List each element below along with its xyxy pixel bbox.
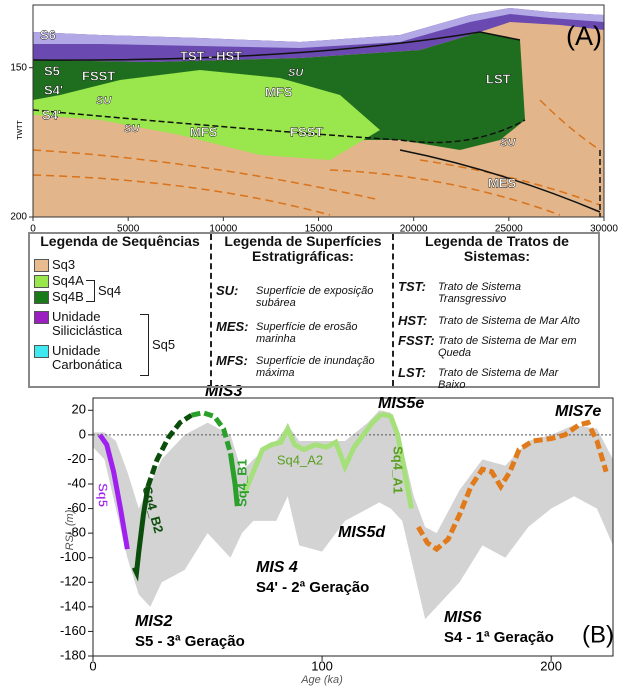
sequence-legend: Legenda de Sequências Sq3 Sq4A Sq4B Unidade… [30, 234, 210, 386]
legend-item: MFS:Superfície de inundação máxima [216, 354, 376, 379]
tract-legend: Legenda de Tratos de Sistemas: TST:Trato… [392, 234, 600, 386]
legend-swatch [34, 275, 49, 288]
legend-item: Sq3 [34, 258, 154, 272]
y-tick-label: -100 [60, 549, 86, 564]
section-label: MFS [265, 84, 293, 99]
y-axis-label: TWTT [17, 120, 24, 140]
group-label: Sq4 [98, 284, 121, 298]
y-tick-label: -160 [60, 623, 86, 638]
surface-legend: Legenda de Superfícies Estratigráficas: … [210, 234, 394, 386]
section-label: LST [486, 71, 511, 86]
legend-swatch [34, 311, 49, 324]
section-label: SU [288, 67, 304, 79]
x-axis-label: Age (ka) [300, 674, 343, 686]
legend-item: SU:Superfície de exposição subárea [216, 284, 376, 309]
legend-label: Sq4A [52, 274, 84, 288]
section-drawing [33, 5, 604, 217]
y-tick-label: 150 [10, 62, 27, 73]
section-label: MFS [190, 124, 218, 139]
y-axis-label: RSL (m) [64, 509, 76, 550]
section-label: S4' [44, 82, 63, 97]
legend-term: MES: [216, 320, 256, 334]
legend-label: Unidade Carbonática [52, 344, 122, 372]
legend-item: Unidade Siliciclástica [34, 310, 114, 338]
segment-label: Sq4_A1 [391, 446, 406, 494]
group-brace [86, 280, 95, 302]
legend-item: LST:Trato de Sistema de Mar Baixo [398, 366, 588, 391]
legend-title: Legenda de Superfícies Estratigráficas: [212, 234, 394, 264]
y-tick-label: -180 [60, 647, 86, 662]
legend-item: FSST:Trato de Sistema de Mar em Queda [398, 334, 588, 359]
group-label: Sq5 [152, 338, 175, 352]
y-tick-label: -120 [60, 574, 86, 589]
legend-text: Superfície de exposição subárea [256, 285, 376, 309]
annotation: MIS5d [338, 524, 386, 541]
legend-label: Sq4B [52, 290, 84, 304]
segment-label: Sq5 [96, 483, 111, 507]
x-tick-label: 200 [540, 658, 562, 673]
legend-title: Legenda de Sequências [30, 234, 210, 249]
section-label: FSST [290, 124, 323, 139]
annotation: S4' - 2ª Geração [256, 579, 369, 596]
annotation: S4 - 1ª Geração [444, 629, 554, 646]
legend: Legenda de Sequências Sq3 Sq4A Sq4B Unidade… [28, 232, 600, 388]
x-tick-label: 100 [311, 658, 333, 673]
x-tick-label: 0 [89, 658, 96, 673]
y-tick-label: -40 [67, 475, 86, 490]
segment-label: Sq4_B1 [234, 459, 249, 507]
legend-label: Unidade Siliciclástica [52, 310, 122, 338]
legend-term: TST: [398, 280, 438, 294]
legend-swatch [34, 259, 49, 272]
legend-term: LST: [398, 366, 438, 380]
y-tick-label: -20 [67, 451, 86, 466]
legend-item: MES:Superfície de erosão marinha [216, 320, 376, 345]
section-label: S4' [42, 107, 61, 122]
legend-text: Superfície de erosão marinha [256, 321, 376, 345]
legend-label: Sq3 [52, 258, 75, 272]
annotation: S5 - 3ª Geração [135, 633, 245, 650]
legend-item: Unidade Carbonática [34, 344, 114, 372]
legend-term: FSST: [398, 334, 438, 348]
section-label: SU [96, 95, 112, 107]
legend-text: Superfície de inundação máxima [256, 355, 376, 379]
panel-label: (A) [566, 21, 602, 51]
annotation: MIS6 [444, 609, 481, 626]
panel-label: (B) [582, 621, 614, 648]
legend-item: HST:Trato de Sistema de Mar Alto [398, 314, 588, 328]
section-label: TST - HST [180, 48, 242, 63]
legend-term: SU: [216, 284, 256, 298]
legend-text: Trato de Sistema de Mar Baixo [438, 367, 588, 391]
section-label: MES [488, 175, 517, 190]
segment-label: Sq4_A2 [277, 452, 323, 467]
legend-title: Legenda de Tratos de Sistemas: [394, 234, 600, 264]
legend-swatch [34, 345, 49, 358]
legend-item: TST:Trato de Sistema Transgressivo [398, 280, 588, 305]
section-label: FSST [82, 68, 115, 83]
section-label: S6 [40, 27, 56, 42]
legend-swatch [34, 291, 49, 304]
annotation: MIS2 [135, 613, 172, 630]
annotation: MIS5e [378, 395, 424, 412]
group-brace [140, 314, 149, 376]
y-tick-label: 200 [10, 212, 27, 223]
y-tick-label: -140 [60, 598, 86, 613]
annotation: MIS7e [555, 403, 601, 420]
y-tick-label: 0 [79, 426, 86, 441]
section-label: S5 [44, 63, 60, 78]
legend-text: Trato de Sistema de Mar Alto [438, 315, 588, 327]
figure: 050001000015000200002500030000150200TWTT… [0, 0, 626, 687]
section-label: SU [124, 123, 140, 135]
legend-text: Trato de Sistema de Mar em Queda [438, 335, 588, 359]
legend-term: MFS: [216, 354, 256, 368]
legend-term: HST: [398, 314, 438, 328]
y-tick-label: 20 [72, 402, 86, 417]
annotation: MIS 4 [256, 559, 298, 576]
section-label: SU [500, 137, 516, 149]
legend-text: Trato de Sistema Transgressivo [438, 281, 588, 305]
